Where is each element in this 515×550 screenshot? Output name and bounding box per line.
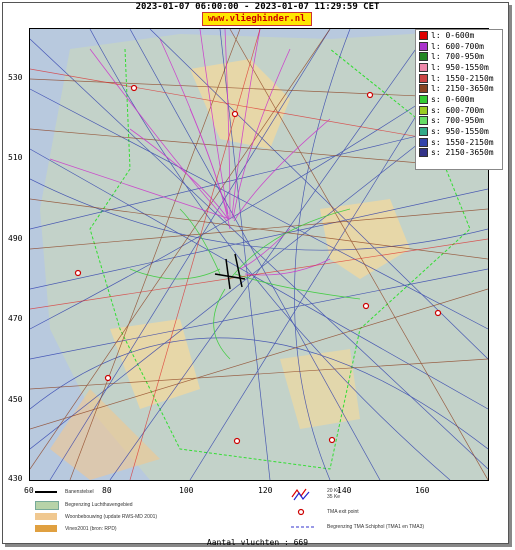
legend-item: s: 0-600m: [416, 94, 502, 105]
x-tick-label: 120: [258, 486, 273, 495]
tracks-red: [30, 29, 488, 480]
runway-swatch: [35, 491, 57, 493]
legend-item: l: 0-600m: [416, 30, 502, 41]
noise-contour-icon: [291, 488, 310, 501]
y-tick-label: 510: [8, 153, 23, 162]
tracks-green: [129, 208, 361, 360]
legend-swatch: [419, 30, 428, 40]
legend-swatch: [419, 84, 428, 94]
y-tick-label: 450: [8, 395, 23, 404]
site-url-link[interactable]: www.vlieghinder.nl: [202, 12, 312, 26]
legend-item: s: 2150-3650m: [416, 148, 502, 159]
runways: [214, 253, 246, 290]
urban-area: [110, 319, 200, 409]
urban-area: [190, 59, 290, 149]
legend-item: s: 600-700m: [416, 105, 502, 116]
map-legend-label: TMA exit point: [327, 509, 359, 515]
legend-swatch: [419, 127, 428, 137]
flight-track-map[interactable]: [29, 28, 489, 481]
legend-swatch: [419, 116, 428, 126]
map-legend-label: Vinex2001 (bron: RPD): [65, 526, 117, 532]
y-tick-label: 490: [8, 234, 23, 243]
legend-item: l: 950-1550m: [416, 62, 502, 73]
map-legend-label: Begrenzing Luchthavengebied: [65, 502, 133, 508]
y-tick-label: 430: [8, 474, 23, 483]
y-tick-label: 530: [8, 73, 23, 82]
legend-swatch: [419, 41, 428, 51]
legend-swatch: [419, 137, 428, 147]
flight-count: Aantal vluchten : 669: [206, 538, 309, 547]
legend-item: l: 2150-3650m: [416, 83, 502, 94]
legend-swatch: [419, 105, 428, 115]
tma-boundary-icon: [291, 526, 315, 528]
legend-item: l: 1550-2150m: [416, 73, 502, 84]
map-legend-bar: Banenstelsel Begrenzing Luchthavengebied…: [29, 481, 487, 537]
tma-exit-icon: [297, 508, 305, 516]
map-canvas: [30, 29, 488, 480]
map-legend-label: 20 Ke: [327, 488, 341, 494]
x-tick-label: 100: [179, 486, 194, 495]
map-legend-label: Woonbebouwing (update RWS-MD 2001): [65, 514, 158, 520]
map-legend-label: Begrenzing TMA Schiphol (TMA1 en TMA3): [327, 524, 425, 530]
x-tick-label: 80: [102, 486, 112, 495]
housing-swatch: [35, 513, 57, 520]
page-title: 2023-01-07 06:00:00 - 2023-01-07 11:29:5…: [135, 2, 380, 12]
legend-swatch: [419, 73, 428, 83]
map-legend-label: Banenstelsel: [65, 489, 94, 495]
tracks-brown: [30, 29, 488, 480]
tma-boundary: [89, 48, 471, 470]
y-tick-label: 470: [8, 314, 23, 323]
legend-swatch: [419, 62, 428, 72]
tracks-magenta: [49, 29, 331, 276]
tracks-blue: [30, 29, 488, 480]
legend-item: s: 700-950m: [416, 116, 502, 127]
tma-exit-points: [74, 84, 442, 445]
x-tick-label: 140: [337, 486, 352, 495]
vinex-swatch: [35, 525, 57, 532]
legend-item: s: 1550-2150m: [416, 137, 502, 148]
map-legend-label: 35 Ke: [327, 494, 341, 500]
x-tick-label: 60: [24, 486, 34, 495]
legend-item: l: 700-950m: [416, 51, 502, 62]
x-tick-label: 160: [415, 486, 430, 495]
legend-swatch: [419, 148, 428, 158]
airport-area-swatch: [35, 501, 59, 510]
altitude-legend: l: 0-600m l: 600-700m l: 700-950m l: 950…: [415, 29, 503, 170]
legend-swatch: [419, 94, 428, 104]
legend-swatch: [419, 52, 428, 62]
legend-item: l: 600-700m: [416, 41, 502, 52]
legend-item: s: 950-1550m: [416, 126, 502, 137]
